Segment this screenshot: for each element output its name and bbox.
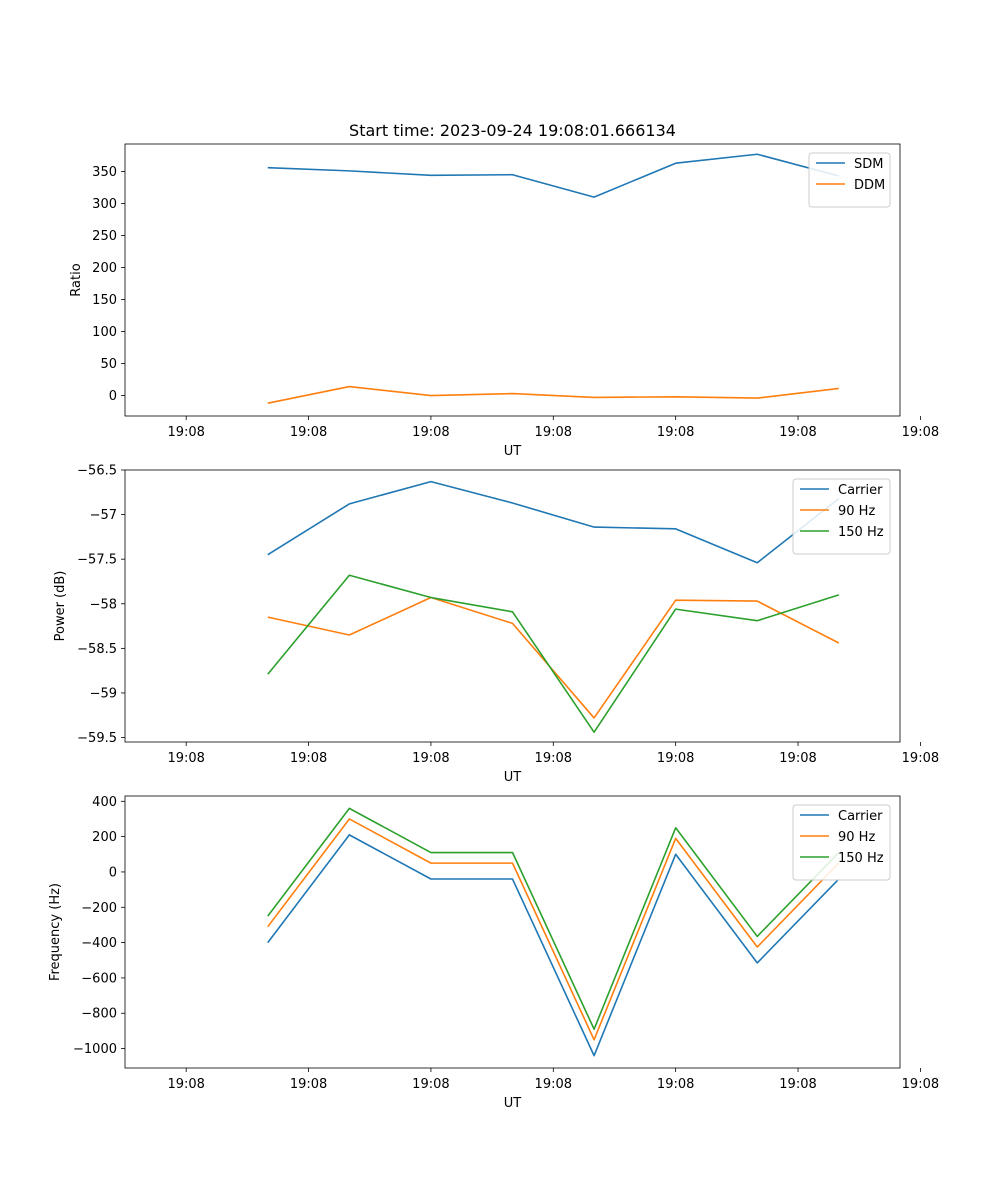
y-tick-label: 400 [92,795,117,810]
series-line-carrier [267,480,840,564]
y-tick-label: −600 [81,971,117,986]
y-tick-label: −56.5 [77,464,117,479]
panel-1: 19:08 19:08 19:08 19:08 19:08 19:08 19:08 0 50 10… [69,121,939,459]
x-tick-label: 19:08 [657,425,694,440]
y-tick-label: 200 [92,261,117,276]
legend: Carrier 90 Hz 150 Hz [792,804,891,881]
series-line-sdm [267,153,840,198]
y-axis-label: Ratio [69,263,84,296]
legend-entry: Carrier [838,809,883,824]
x-tick-label: 19:08 [167,751,204,766]
y-tick-label: 350 [92,165,117,180]
y-axis-label: Power (dB) [53,571,68,642]
y-tick-label: −59.5 [77,731,117,746]
x-tick-label: 19:08 [657,751,694,766]
legend: Carrier 90 Hz 150 Hz [792,478,891,555]
x-tick-label: 19:08 [412,751,449,766]
series-line-150-hz [267,574,840,733]
x-tick-label: 19:08 [290,425,327,440]
legend-entry: 150 Hz [838,851,884,866]
legend: SDM DDM [808,152,891,208]
series-line-carrier [267,834,840,1057]
y-tick-label: −800 [81,1007,117,1022]
x-tick-label: 19:08 [412,1077,449,1092]
x-tick-label: 19:08 [535,751,572,766]
series-line-90-hz [267,818,840,1041]
y-tick-label: 250 [92,229,117,244]
legend-entry: 90 Hz [838,830,875,845]
series-line-ddm [267,385,839,404]
y-tick-label: 0 [109,389,117,404]
y-tick-label: 200 [92,830,117,845]
panel-3: 19:08 19:08 19:08 19:08 19:08 19:08 19:08 −1000… [48,795,939,1111]
chart-title: Start time: 2023-09-24 19:08:01.666134 [349,121,676,140]
x-tick-label: 19:08 [535,425,572,440]
panel-2: 19:08 19:08 19:08 19:08 19:08 19:08 19:08 −59.5… [53,464,939,786]
legend-entry: SDM [854,157,883,172]
x-axis-label: UT [504,1096,522,1111]
x-tick-label: 19:08 [535,1077,572,1092]
y-tick-label: −200 [81,901,117,916]
y-tick-label: −59 [90,686,117,701]
legend-box [792,478,891,555]
legend-entry: Carrier [838,483,883,498]
x-tick-label: 19:08 [657,1077,694,1092]
y-tick-label: −57 [90,508,117,523]
y-tick-label: 150 [92,293,117,308]
legend-entry: 150 Hz [838,525,884,540]
y-tick-label: −400 [81,936,117,951]
y-tick-label: −58.5 [77,642,117,657]
x-tick-label: 19:08 [902,1077,939,1092]
x-axis-label: UT [504,444,522,459]
panels: 19:08 19:08 19:08 19:08 19:08 19:08 19:08 0 50 10… [48,121,939,1111]
y-tick-label: 300 [92,197,117,212]
x-tick-label: 19:08 [167,1077,204,1092]
plot-frame [124,795,901,1069]
legend-entry: DDM [854,178,885,193]
x-tick-label: 19:08 [167,425,204,440]
x-tick-label: 19:08 [779,425,816,440]
x-tick-label: 19:08 [290,751,327,766]
y-tick-label: −57.5 [77,553,117,568]
y-tick-label: 0 [109,865,117,880]
series-line-150-hz [267,807,840,1030]
y-axis-label: Frequency (Hz) [48,883,63,981]
x-tick-label: 19:08 [902,425,939,440]
legend-box [792,804,891,881]
x-tick-label: 19:08 [779,1077,816,1092]
legend-entry: 90 Hz [838,504,875,519]
x-tick-label: 19:08 [290,1077,327,1092]
y-tick-label: −1000 [73,1042,117,1057]
y-tick-label: −58 [90,597,117,612]
x-tick-label: 19:08 [779,751,816,766]
plot-frame [124,469,901,743]
plot-frame [124,143,901,417]
x-axis-label: UT [504,770,522,785]
legend-box [808,152,891,208]
x-tick-label: 19:08 [902,751,939,766]
y-tick-label: 50 [100,357,117,372]
x-tick-label: 19:08 [412,425,449,440]
y-tick-label: 100 [92,325,117,340]
